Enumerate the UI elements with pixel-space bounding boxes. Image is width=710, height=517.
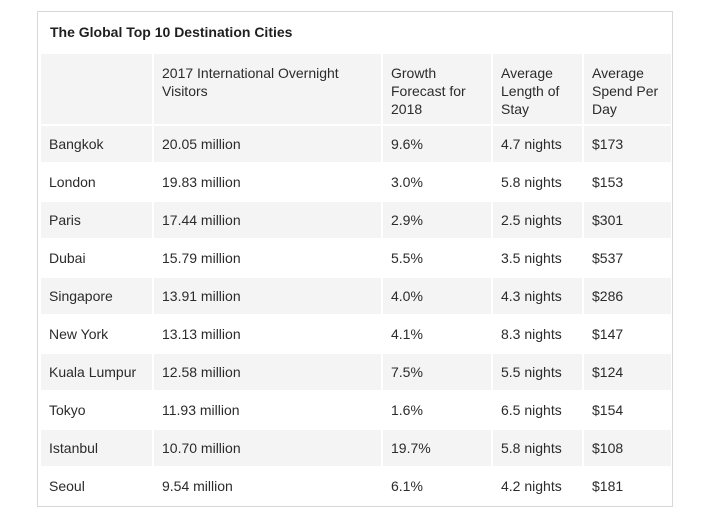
visitors-cell: 17.44 million xyxy=(154,202,381,238)
visitors-cell: 15.79 million xyxy=(154,240,381,276)
header-growth: Growth Forecast for 2018 xyxy=(383,54,491,124)
growth-cell: 19.7% xyxy=(383,430,491,466)
stay-cell: 4.2 nights xyxy=(493,468,582,504)
city-cell: Tokyo xyxy=(41,392,152,428)
visitors-cell: 20.05 million xyxy=(154,126,381,162)
spend-cell: $301 xyxy=(584,202,671,238)
table-row: Seoul 9.54 million 6.1% 4.2 nights $181 xyxy=(41,468,671,504)
table-row: Dubai 15.79 million 5.5% 3.5 nights $537 xyxy=(41,240,671,276)
table-card: The Global Top 10 Destination Cities 201… xyxy=(37,11,673,507)
header-city xyxy=(41,54,152,124)
city-cell: Dubai xyxy=(41,240,152,276)
spend-cell: $154 xyxy=(584,392,671,428)
growth-cell: 4.1% xyxy=(383,316,491,352)
growth-cell: 7.5% xyxy=(383,354,491,390)
table-row: Tokyo 11.93 million 1.6% 6.5 nights $154 xyxy=(41,392,671,428)
growth-cell: 4.0% xyxy=(383,278,491,314)
city-cell: Kuala Lumpur xyxy=(41,354,152,390)
city-cell: London xyxy=(41,164,152,200)
visitors-cell: 12.58 million xyxy=(154,354,381,390)
visitors-cell: 19.83 million xyxy=(154,164,381,200)
table-row: Kuala Lumpur 12.58 million 7.5% 5.5 nights $… xyxy=(41,354,671,390)
city-cell: Paris xyxy=(41,202,152,238)
city-cell: Bangkok xyxy=(41,126,152,162)
growth-cell: 6.1% xyxy=(383,468,491,504)
stay-cell: 6.5 nights xyxy=(493,392,582,428)
stay-cell: 4.3 nights xyxy=(493,278,582,314)
growth-cell: 5.5% xyxy=(383,240,491,276)
table-row: London 19.83 million 3.0% 5.8 nights $153 xyxy=(41,164,671,200)
stay-cell: 5.8 nights xyxy=(493,164,582,200)
city-cell: Istanbul xyxy=(41,430,152,466)
table-row: Paris 17.44 million 2.9% 2.5 nights $301 xyxy=(41,202,671,238)
table-row: Singapore 13.91 million 4.0% 4.3 nights $286 xyxy=(41,278,671,314)
header-spend-per-day: Average Spend Per Day xyxy=(584,54,671,124)
growth-cell: 2.9% xyxy=(383,202,491,238)
spend-cell: $153 xyxy=(584,164,671,200)
table-title: The Global Top 10 Destination Cities xyxy=(50,24,293,40)
spend-cell: $147 xyxy=(584,316,671,352)
stay-cell: 4.7 nights xyxy=(493,126,582,162)
table-row: Istanbul 10.70 million 19.7% 5.8 nights $108 xyxy=(41,430,671,466)
header-length-of-stay: Average Length of Stay xyxy=(493,54,582,124)
growth-cell: 1.6% xyxy=(383,392,491,428)
stay-cell: 5.5 nights xyxy=(493,354,582,390)
stay-cell: 3.5 nights xyxy=(493,240,582,276)
visitors-cell: 13.13 million xyxy=(154,316,381,352)
visitors-cell: 9.54 million xyxy=(154,468,381,504)
city-cell: Singapore xyxy=(41,278,152,314)
table-row: New York 13.13 million 4.1% 8.3 nights $147 xyxy=(41,316,671,352)
growth-cell: 3.0% xyxy=(383,164,491,200)
visitors-cell: 13.91 million xyxy=(154,278,381,314)
city-cell: New York xyxy=(41,316,152,352)
table-row: Bangkok 20.05 million 9.6% 4.7 nights $173 xyxy=(41,126,671,162)
growth-cell: 9.6% xyxy=(383,126,491,162)
spend-cell: $537 xyxy=(584,240,671,276)
stay-cell: 5.8 nights xyxy=(493,430,582,466)
header-visitors: 2017 International Overnight Visitors xyxy=(154,54,381,124)
stay-cell: 8.3 nights xyxy=(493,316,582,352)
visitors-cell: 10.70 million xyxy=(154,430,381,466)
spend-cell: $108 xyxy=(584,430,671,466)
spend-cell: $181 xyxy=(584,468,671,504)
spend-cell: $286 xyxy=(584,278,671,314)
destination-table: 2017 International Overnight Visitors Gr… xyxy=(39,52,673,506)
visitors-cell: 11.93 million xyxy=(154,392,381,428)
spend-cell: $124 xyxy=(584,354,671,390)
stay-cell: 2.5 nights xyxy=(493,202,582,238)
header-row: 2017 International Overnight Visitors Gr… xyxy=(41,54,671,124)
spend-cell: $173 xyxy=(584,126,671,162)
city-cell: Seoul xyxy=(41,468,152,504)
